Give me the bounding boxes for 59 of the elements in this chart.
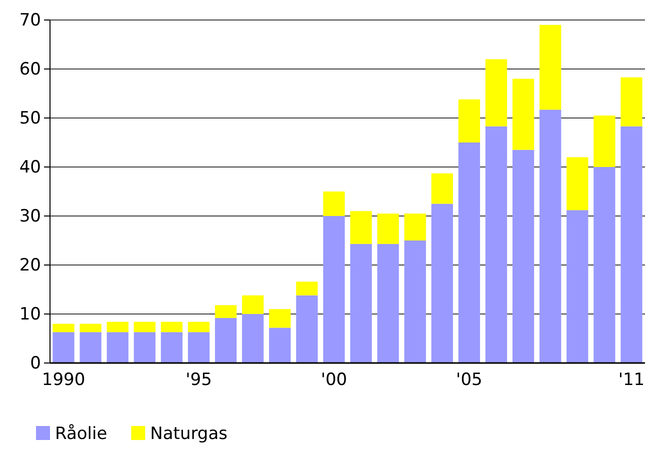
bar (52, 324, 74, 332)
y-tick-label: 50 (19, 108, 41, 128)
bar (377, 214, 399, 244)
bar (620, 126, 642, 363)
bar (80, 324, 102, 332)
bar (458, 99, 480, 142)
bar (106, 332, 128, 363)
bar (134, 332, 156, 363)
legend-label: Naturgas (150, 424, 228, 444)
x-tick-label: '11 (618, 370, 645, 390)
bar (296, 295, 318, 363)
bar (350, 244, 372, 363)
bar (485, 59, 508, 126)
bar (323, 216, 345, 363)
y-tick-label: 10 (19, 304, 41, 324)
bar (458, 142, 480, 363)
bar (431, 173, 453, 204)
bar (540, 24, 562, 110)
bar (214, 305, 237, 318)
y-tick-label: 30 (19, 206, 41, 226)
y-tick-label: 20 (19, 255, 41, 276)
y-tick-label: 70 (19, 10, 41, 30)
bar (512, 150, 534, 363)
y-tick-label: 60 (19, 59, 41, 80)
bar (350, 211, 372, 244)
bar (485, 126, 508, 363)
bar (377, 244, 399, 363)
bar (566, 157, 588, 210)
x-tick-label: '95 (186, 370, 212, 390)
bar (404, 214, 426, 240)
bar (134, 322, 156, 332)
legend-label: Råolie (55, 424, 108, 444)
x-tick-label: 1990 (42, 370, 86, 390)
bar (540, 110, 562, 363)
bar (160, 322, 183, 332)
bar (594, 116, 616, 167)
bar (80, 332, 102, 363)
bar (296, 282, 318, 296)
y-tick-label: 0 (30, 353, 41, 374)
x-tick-label: '05 (456, 370, 482, 390)
bar (188, 332, 210, 363)
bar (242, 314, 264, 363)
bar (620, 77, 642, 126)
bar (269, 328, 291, 363)
bar (160, 332, 183, 363)
bar (431, 204, 453, 363)
x-tick-label: '00 (320, 370, 348, 390)
bar (512, 78, 534, 150)
bar (214, 318, 237, 363)
bar (106, 322, 128, 332)
bar (566, 210, 588, 363)
bar (188, 322, 210, 332)
bar (594, 167, 616, 363)
bar (404, 240, 426, 363)
y-tick-label: 40 (19, 157, 41, 178)
bar (242, 295, 264, 314)
bar (323, 192, 345, 216)
bar (52, 332, 74, 363)
bar (269, 309, 291, 328)
